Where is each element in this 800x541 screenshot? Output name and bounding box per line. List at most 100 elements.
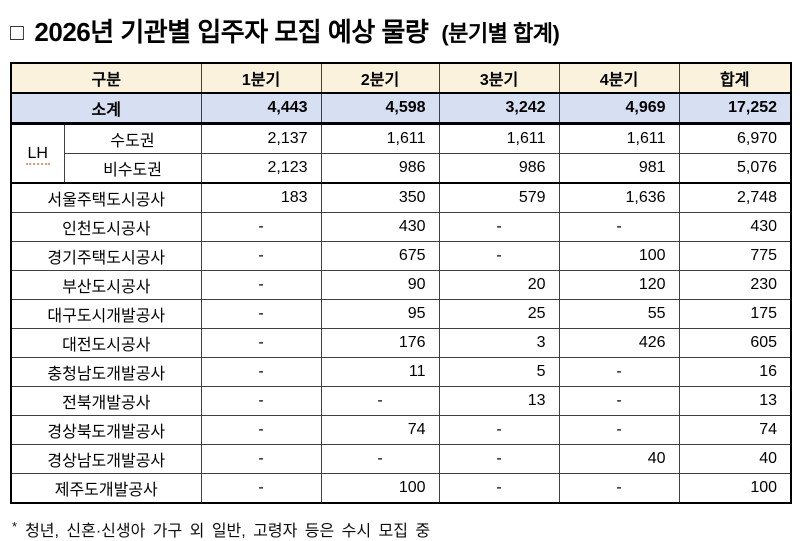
header-total: 합계: [678, 62, 792, 94]
agency-row: 경상북도개발공사 -74- -74: [10, 415, 792, 445]
lh-second-row: 비수도권 2,123 986 986 981 5,076: [11, 153, 792, 184]
value-cell: 986: [320, 153, 440, 184]
agency-row: 서울주택도시공사 183 350 579 1,636 2,748: [10, 182, 792, 213]
value-cell: 4,969: [558, 92, 680, 125]
agency-row: 부산도시공사 -90 20 120 230: [10, 270, 792, 300]
value-cell: -: [200, 473, 322, 504]
row-label: 비수도권: [63, 153, 202, 184]
value-cell: 4,598: [320, 92, 440, 125]
value-cell: -: [200, 415, 322, 445]
lh-group-cell: LH: [10, 123, 65, 184]
agency-row: 경상남도개발공사 - - -40 40: [10, 444, 792, 474]
value-cell: -: [200, 299, 322, 329]
value-cell: 675: [320, 241, 440, 271]
row-label: 제주도개발공사: [10, 473, 202, 504]
value-cell: 5: [438, 357, 560, 387]
value-cell: -: [558, 415, 680, 445]
value-cell: 90: [320, 270, 440, 300]
row-label: 전북개발공사: [10, 386, 202, 416]
value-cell: 430: [678, 212, 792, 242]
value-cell: 100: [320, 473, 440, 504]
page-title: □ 2026년 기관별 입주자 모집 예상 물량 (분기별 합계): [10, 12, 790, 49]
quarterly-forecast-table: 구분 1분기 2분기 3분기 4분기 합계 소계 4,443 4,598 3,242 4…: [10, 62, 793, 504]
value-cell: 11: [320, 357, 440, 387]
value-cell: 981: [558, 153, 680, 184]
value-cell: 775: [678, 241, 792, 271]
value-cell: 16: [678, 357, 792, 387]
value-cell: 183: [200, 182, 322, 213]
value-cell: -: [438, 473, 560, 504]
header-q2: 2분기: [320, 62, 440, 94]
header-q1: 1분기: [200, 62, 322, 94]
value-cell: 6,970: [678, 123, 792, 154]
square-bullet-icon: □: [10, 19, 24, 45]
value-cell: 1,611: [438, 123, 560, 154]
agency-row: 인천도시공사 -430- -430: [10, 212, 792, 242]
value-cell: -: [438, 212, 560, 242]
row-label: 부산도시공사: [10, 270, 202, 300]
agency-row: 대구도시개발공사 -95 25 55 175: [10, 299, 792, 329]
value-cell: -: [320, 444, 440, 474]
header-q4: 4분기: [558, 62, 680, 94]
value-cell: 176: [320, 328, 440, 358]
agency-row: 제주도개발공사 -100- -100: [10, 473, 792, 504]
value-cell: 17,252: [678, 92, 792, 125]
value-cell: -: [558, 212, 680, 242]
value-cell: 40: [558, 444, 680, 474]
value-cell: 350: [320, 182, 440, 213]
title-text: 2026년 기관별 입주자 모집 예상 물량: [34, 17, 429, 47]
table-body: 소계 4,443 4,598 3,242 4,969 17,252 LH 수도권 2,137 1,…: [10, 92, 792, 504]
table-header: 구분 1분기 2분기 3분기 4분기 합계: [10, 62, 792, 94]
value-cell: 120: [558, 270, 680, 300]
value-cell: 40: [678, 444, 792, 474]
value-cell: -: [200, 357, 322, 387]
value-cell: 100: [678, 473, 792, 504]
value-cell: 100: [558, 241, 680, 271]
lh-group-label: LH: [25, 144, 50, 165]
value-cell: -: [438, 415, 560, 445]
value-cell: -: [200, 212, 322, 242]
footnote-marker: *: [12, 519, 18, 534]
value-cell: -: [558, 473, 680, 504]
value-cell: 3,242: [438, 92, 560, 125]
agency-row: 대전도시공사 -176 3 426 605: [10, 328, 792, 358]
footnote-text: 청년, 신혼·신생아 가구 외 일반, 고령자 등은 수시 모집 중: [25, 523, 431, 540]
value-cell: 74: [320, 415, 440, 445]
agency-row: 전북개발공사 - -13-13: [10, 386, 792, 416]
row-label: 인천도시공사: [10, 212, 202, 242]
subtotal-row: 소계 4,443 4,598 3,242 4,969 17,252: [10, 92, 792, 125]
value-cell: -: [200, 328, 322, 358]
value-cell: -: [200, 386, 322, 416]
row-label: 경기주택도시공사: [10, 241, 202, 271]
value-cell: 20: [438, 270, 560, 300]
value-cell: 2,137: [200, 123, 322, 154]
value-cell: 175: [678, 299, 792, 329]
value-cell: 13: [438, 386, 560, 416]
row-label: 대전도시공사: [10, 328, 202, 358]
value-cell: -: [200, 444, 322, 474]
value-cell: 2,748: [678, 182, 792, 213]
value-cell: 426: [558, 328, 680, 358]
value-cell: -: [320, 386, 440, 416]
value-cell: 13: [678, 386, 792, 416]
value-cell: 1,611: [320, 123, 440, 154]
value-cell: 95: [320, 299, 440, 329]
value-cell: 1,636: [558, 182, 680, 213]
row-label: 수도권: [63, 123, 202, 154]
value-cell: 5,076: [678, 153, 792, 184]
header-q3: 3분기: [438, 62, 560, 94]
value-cell: 2,123: [200, 153, 322, 184]
value-cell: -: [438, 241, 560, 271]
value-cell: -: [200, 241, 322, 271]
value-cell: 74: [678, 415, 792, 445]
value-cell: 1,611: [558, 123, 680, 154]
value-cell: 986: [438, 153, 560, 184]
value-cell: 605: [678, 328, 792, 358]
value-cell: -: [558, 357, 680, 387]
value-cell: 55: [558, 299, 680, 329]
value-cell: -: [558, 386, 680, 416]
value-cell: 430: [320, 212, 440, 242]
value-cell: 3: [438, 328, 560, 358]
lh-first-row: LH 수도권 2,137 1,611 1,611 1,611 6,970: [10, 123, 792, 184]
